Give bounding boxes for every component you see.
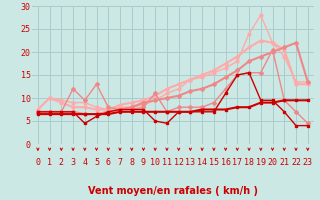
X-axis label: Vent moyen/en rafales ( km/h ): Vent moyen/en rafales ( km/h ) [88,186,258,196]
